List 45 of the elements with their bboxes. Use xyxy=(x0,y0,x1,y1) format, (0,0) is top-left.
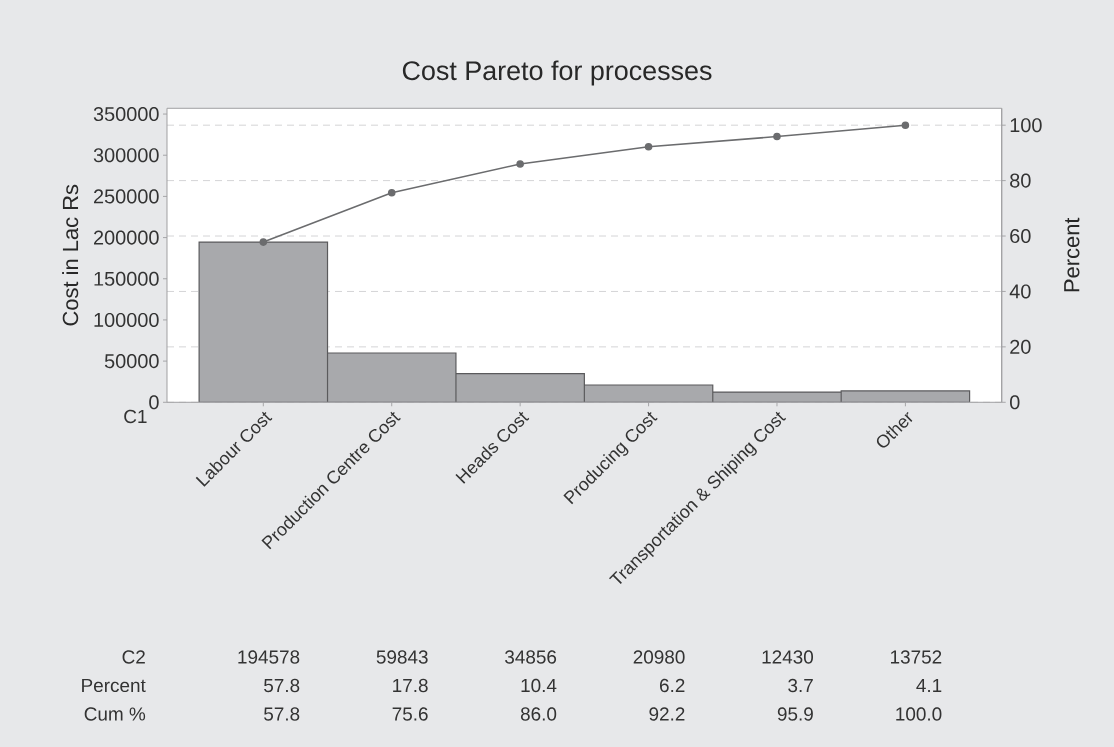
data-label: 75.6 xyxy=(392,707,428,721)
y-axis-title: Cost in Lac Rs xyxy=(62,184,79,326)
y2-axis-title: Percent xyxy=(1064,217,1080,292)
text: 10.4 xyxy=(521,678,557,693)
point xyxy=(259,238,268,246)
data-label: 86.0 xyxy=(520,707,557,721)
text: 4.1 xyxy=(916,678,942,692)
y2-tick-label: 20 xyxy=(1010,339,1031,354)
chart-title: Cost Pareto for processes xyxy=(402,60,712,86)
y-tick-label: 150000 xyxy=(94,271,159,286)
y-tick-label: 300000 xyxy=(93,148,159,163)
data-label: 59843 xyxy=(376,650,428,664)
y-tick-label: 50000 xyxy=(104,354,159,369)
text: Percent xyxy=(82,678,146,693)
y2-tick-label: 0 xyxy=(1010,395,1020,410)
text: Cum % xyxy=(84,707,146,721)
y2-tick-label: 80 xyxy=(1010,173,1031,188)
point xyxy=(773,132,781,141)
text: 3.7 xyxy=(788,678,813,693)
y-tick-label: 350000 xyxy=(93,107,159,122)
y2-tick-label: 100 xyxy=(1010,118,1042,133)
y-tick-label: 100000 xyxy=(94,312,159,327)
data-label: 34856 xyxy=(505,650,557,664)
text: 6.2 xyxy=(660,678,685,693)
y-tick-label: 200000 xyxy=(94,230,159,245)
y-tick-label: 0 xyxy=(149,395,159,410)
data-label: 12430 xyxy=(762,650,814,664)
data-label: 20980 xyxy=(633,650,685,664)
y-tick-label: 250000 xyxy=(94,189,159,204)
point xyxy=(644,143,653,151)
point xyxy=(516,160,524,168)
text: 57.8 xyxy=(264,678,300,693)
data-label: 100.0 xyxy=(896,707,942,721)
text: 17.8 xyxy=(393,678,428,693)
y2-tick-label: 40 xyxy=(1009,284,1031,299)
data-label: 92.2 xyxy=(649,707,685,721)
y2-tick-label: 60 xyxy=(1010,228,1031,244)
text: C2 xyxy=(122,650,145,664)
data-label: 57.8 xyxy=(264,707,300,721)
point xyxy=(901,121,910,129)
point xyxy=(387,189,396,197)
data-label: 95.9 xyxy=(777,707,813,721)
x-axis-title: C1 xyxy=(124,409,147,424)
data-label: 194578 xyxy=(238,650,300,664)
data-label: 13752 xyxy=(890,650,942,664)
